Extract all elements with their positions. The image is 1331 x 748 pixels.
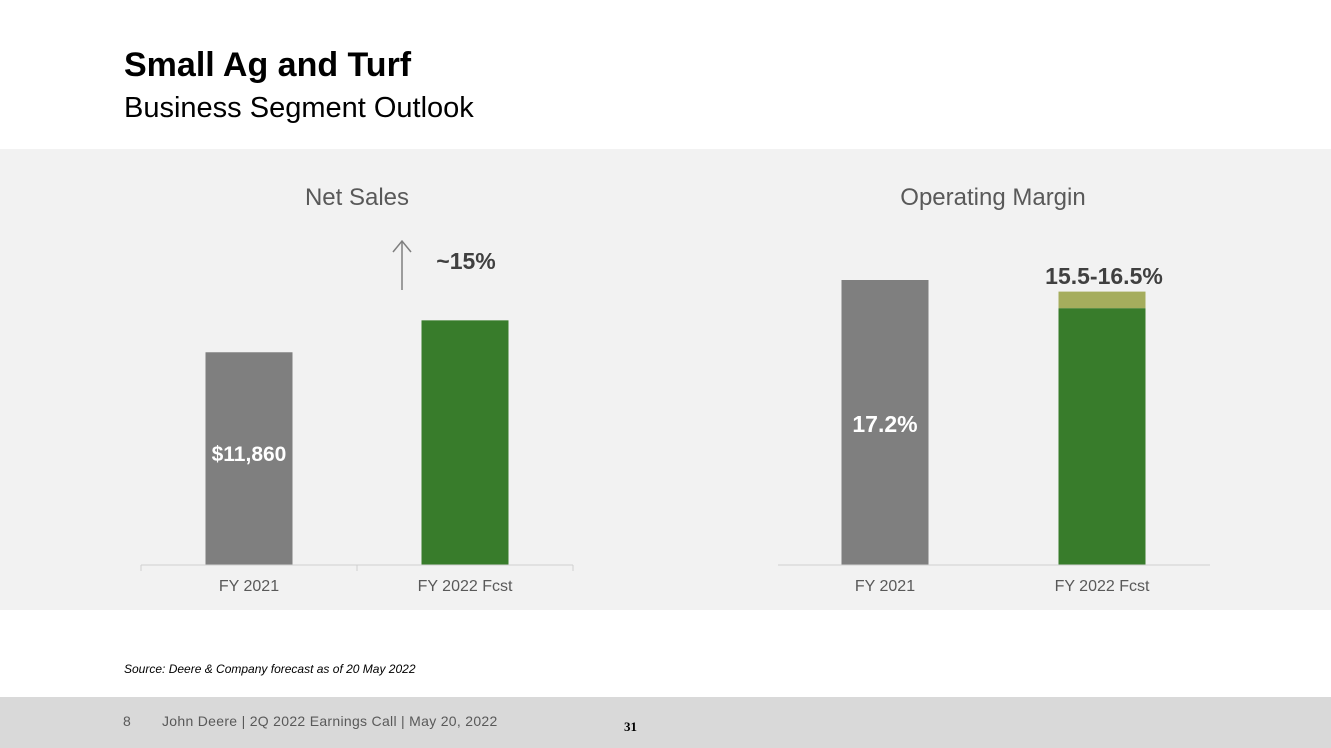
operating-margin-chart-title: Operating Margin xyxy=(900,184,1085,211)
net-sales-category-label: FY 2021 xyxy=(219,578,279,595)
operating-margin-bar-fy2022 xyxy=(1058,308,1146,565)
operating-margin-category-label: FY 2022 Fcst xyxy=(1055,578,1150,595)
net-sales-bar-fy2021 xyxy=(205,352,293,565)
charts-canvas: Net Sales FY 2021 FY 2022 Fcst Operating Ma… xyxy=(140,184,1210,595)
net-sales-chart-title: Net Sales xyxy=(305,184,409,211)
footer-page-number: 8 xyxy=(123,713,131,729)
net-sales-data-label-fy2022: ~15% xyxy=(436,248,495,274)
slide-number: 31 xyxy=(624,719,637,734)
slide-subtitle: Business Segment Outlook xyxy=(124,92,474,124)
source-note: Source: Deere & Company forecast as of 2… xyxy=(124,662,416,676)
operating-margin-data-label-fy2021: 17.2% xyxy=(852,411,917,437)
operating-margin-data-label-fy2022: 15.5-16.5% xyxy=(1045,263,1163,289)
up-arrow-icon-head xyxy=(392,239,412,253)
footer-bar xyxy=(0,697,1331,748)
footer-text: John Deere | 2Q 2022 Earnings Call | May… xyxy=(162,713,498,729)
net-sales-data-label-fy2021: $11,860 xyxy=(212,443,287,466)
operating-margin-bar-fy2021 xyxy=(841,280,929,565)
net-sales-category-label: FY 2022 Fcst xyxy=(418,578,513,595)
operating-margin-category-label: FY 2021 xyxy=(855,578,915,595)
operating-margin-range-band xyxy=(1058,291,1146,309)
slide-title: Small Ag and Turf xyxy=(124,46,412,84)
net-sales-bar-fy2022 xyxy=(421,320,509,565)
